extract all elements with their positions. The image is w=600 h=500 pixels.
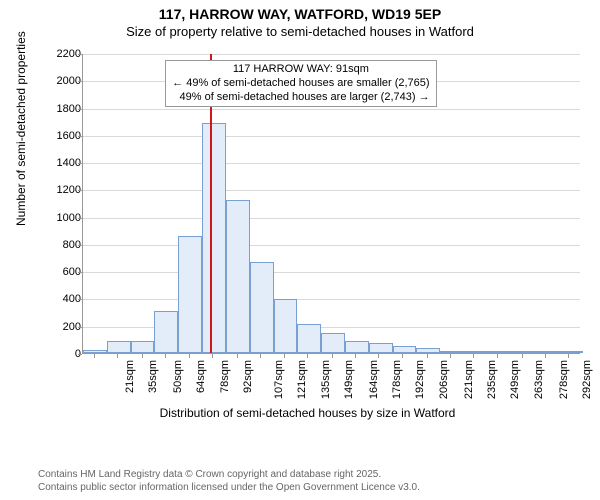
x-tick-mark <box>378 354 379 358</box>
histogram-bar <box>83 350 107 353</box>
histogram-bar <box>274 299 298 353</box>
x-tick-label: 21sqm <box>124 360 136 393</box>
histogram-bar <box>107 341 131 353</box>
y-tick-label: 2200 <box>41 48 81 60</box>
annotation-line-1: 117 HARROW WAY: 91sqm <box>172 63 429 77</box>
y-tick-label: 400 <box>41 293 81 305</box>
x-tick-label: 78sqm <box>219 360 231 393</box>
x-tick-label: 235sqm <box>486 360 498 399</box>
y-tick-label: 1800 <box>41 103 81 115</box>
histogram-bar <box>512 351 536 353</box>
x-tick-label: 178sqm <box>391 360 403 399</box>
y-tick-label: 1000 <box>41 212 81 224</box>
page-subtitle: Size of property relative to semi-detach… <box>0 24 600 39</box>
x-tick-label: 121sqm <box>296 360 308 399</box>
histogram-chart: Number of semi-detached properties 02004… <box>30 46 585 426</box>
y-axis-label: Number of semi-detached properties <box>14 31 28 226</box>
x-tick-label: 221sqm <box>463 360 475 399</box>
x-tick-mark <box>94 354 95 358</box>
histogram-bar <box>202 123 226 353</box>
histogram-bar <box>131 341 155 353</box>
histogram-bar <box>464 351 488 353</box>
x-tick-label: 278sqm <box>558 360 570 399</box>
histogram-bar <box>226 200 250 353</box>
annotation-line-2: ← 49% of semi-detached houses are smalle… <box>172 77 429 91</box>
y-tick-label: 2000 <box>41 75 81 87</box>
x-tick-label: 64sqm <box>195 360 207 393</box>
histogram-bar <box>297 324 321 353</box>
x-tick-mark <box>427 354 428 358</box>
x-tick-mark <box>307 354 308 358</box>
footer-line-1: Contains HM Land Registry data © Crown c… <box>38 468 420 481</box>
x-tick-label: 149sqm <box>343 360 355 399</box>
histogram-bar <box>393 346 417 354</box>
x-tick-label: 292sqm <box>581 360 593 399</box>
histogram-bar <box>559 351 583 353</box>
histogram-bar <box>416 348 440 353</box>
y-tick-label: 0 <box>41 348 81 360</box>
x-tick-label: 135sqm <box>320 360 332 399</box>
x-tick-mark <box>260 354 261 358</box>
x-tick-mark <box>545 354 546 358</box>
histogram-bar <box>536 351 560 353</box>
y-tick-label: 1200 <box>41 184 81 196</box>
y-tick-label: 200 <box>41 321 81 333</box>
histogram-bar <box>178 236 202 353</box>
x-tick-label: 50sqm <box>172 360 184 393</box>
x-tick-mark <box>117 354 118 358</box>
x-tick-mark <box>212 354 213 358</box>
x-tick-label: 263sqm <box>533 360 545 399</box>
x-tick-mark <box>522 354 523 358</box>
x-tick-mark <box>237 354 238 358</box>
y-tick-label: 800 <box>41 239 81 251</box>
x-tick-mark <box>165 354 166 358</box>
x-tick-label: 35sqm <box>147 360 159 393</box>
footer-line-2: Contains public sector information licen… <box>38 481 420 494</box>
histogram-bar <box>440 351 464 353</box>
footer-attribution: Contains HM Land Registry data © Crown c… <box>38 468 420 494</box>
y-tick-label: 1400 <box>41 157 81 169</box>
x-tick-mark <box>355 354 356 358</box>
x-tick-mark <box>332 354 333 358</box>
plot-area: 117 HARROW WAY: 91sqm ← 49% of semi-deta… <box>82 54 580 354</box>
x-tick-label: 164sqm <box>368 360 380 399</box>
x-tick-mark <box>450 354 451 358</box>
x-tick-mark <box>284 354 285 358</box>
histogram-bar <box>250 262 274 353</box>
y-tick-mark <box>78 354 82 355</box>
histogram-bar <box>488 351 512 353</box>
histogram-bar <box>345 341 369 353</box>
y-tick-label: 1600 <box>41 130 81 142</box>
histogram-bar <box>369 343 393 353</box>
x-tick-mark <box>473 354 474 358</box>
x-tick-mark <box>142 354 143 358</box>
page-title: 117, HARROW WAY, WATFORD, WD19 5EP <box>0 6 600 22</box>
x-tick-label: 192sqm <box>415 360 427 399</box>
histogram-bar <box>321 333 345 353</box>
annotation-line-3: 49% of semi-detached houses are larger (… <box>172 91 429 105</box>
histogram-bar <box>154 311 178 353</box>
y-tick-label: 600 <box>41 266 81 278</box>
x-tick-label: 206sqm <box>438 360 450 399</box>
x-tick-mark <box>402 354 403 358</box>
x-tick-label: 107sqm <box>273 360 285 399</box>
annotation-box: 117 HARROW WAY: 91sqm ← 49% of semi-deta… <box>165 60 436 107</box>
x-tick-mark <box>189 354 190 358</box>
x-tick-mark <box>497 354 498 358</box>
x-axis-label: Distribution of semi-detached houses by … <box>30 406 585 420</box>
x-tick-label: 92sqm <box>242 360 254 393</box>
x-tick-label: 249sqm <box>510 360 522 399</box>
x-tick-mark <box>568 354 569 358</box>
